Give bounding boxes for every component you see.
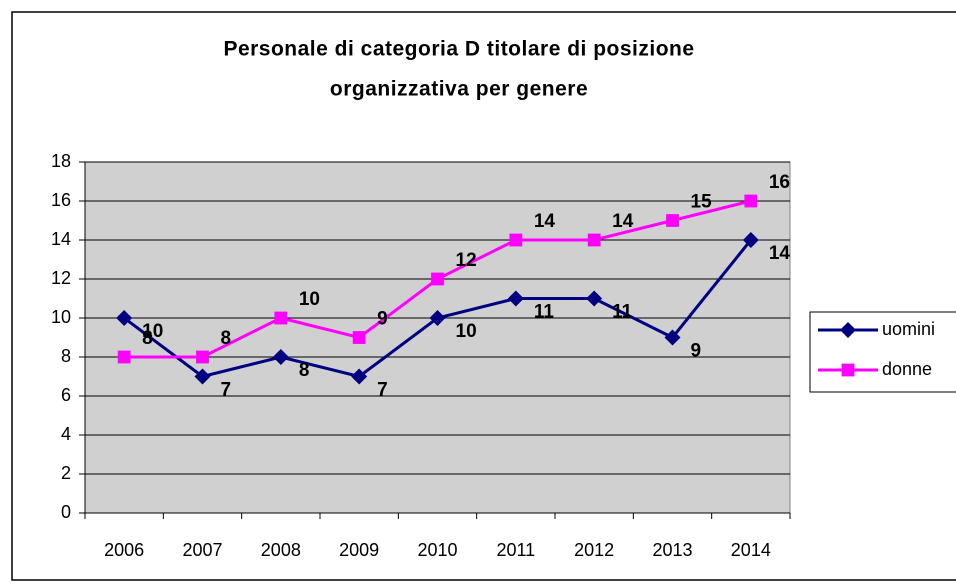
x-tick-label: 2010 <box>417 540 457 560</box>
data-label: 9 <box>377 309 388 330</box>
marker <box>507 290 524 307</box>
y-tick-label: 18 <box>51 151 71 171</box>
data-label: 8 <box>221 328 232 349</box>
y-tick-label: 2 <box>61 463 71 483</box>
marker <box>274 311 288 325</box>
x-tick-label: 2007 <box>182 540 222 560</box>
data-label: 11 <box>534 302 555 323</box>
y-tick-label: 12 <box>51 268 71 288</box>
marker <box>841 363 855 377</box>
marker <box>117 350 131 364</box>
marker <box>429 310 446 326</box>
data-label: 11 <box>612 302 633 323</box>
legend-label: uomini <box>882 319 935 339</box>
marker <box>116 310 133 326</box>
marker <box>352 331 366 344</box>
y-tick-label: 8 <box>61 346 71 366</box>
y-tick-label: 0 <box>61 502 71 522</box>
data-label: 14 <box>612 211 634 232</box>
data-label: 10 <box>299 289 320 310</box>
data-label: 10 <box>456 321 477 342</box>
legend <box>809 311 956 393</box>
data-label: 16 <box>769 172 790 193</box>
x-tick-label: 2014 <box>731 540 771 560</box>
x-tick-label: 2009 <box>339 540 379 560</box>
data-label: 8 <box>142 328 153 349</box>
legend-label: donne <box>882 359 932 379</box>
data-label: 12 <box>456 250 477 271</box>
marker <box>194 368 211 385</box>
y-tick-label: 10 <box>51 307 71 327</box>
marker <box>196 350 209 364</box>
data-label: 9 <box>691 341 702 362</box>
marker <box>666 214 679 227</box>
x-tick-label: 2012 <box>574 540 614 560</box>
y-tick-label: 16 <box>51 190 71 210</box>
chart-title: organizzativa per genere <box>330 78 588 101</box>
marker <box>587 233 601 247</box>
marker <box>744 194 758 208</box>
marker <box>664 329 681 346</box>
marker <box>431 272 444 286</box>
marker <box>586 290 603 307</box>
data-label: 7 <box>221 380 232 401</box>
x-tick-label: 2011 <box>496 540 535 560</box>
chart-title: Personale di categoria D titolare di pos… <box>223 38 694 61</box>
data-label: 7 <box>377 380 388 401</box>
y-tick-label: 4 <box>61 424 71 444</box>
y-tick-label: 14 <box>51 229 71 249</box>
marker <box>840 322 856 338</box>
x-tick-label: 2013 <box>652 540 692 560</box>
plot-area <box>84 161 791 514</box>
marker <box>742 232 759 248</box>
x-tick-label: 2006 <box>104 540 144 560</box>
marker <box>509 233 523 247</box>
data-label: 8 <box>299 360 310 381</box>
data-label: 14 <box>534 211 556 232</box>
data-label: 15 <box>691 192 713 213</box>
marker <box>351 368 368 385</box>
data-label: 10 <box>142 321 163 342</box>
x-tick-label: 2008 <box>261 540 301 560</box>
data-label: 14 <box>769 243 791 264</box>
marker <box>272 349 289 365</box>
y-tick-label: 6 <box>61 385 71 405</box>
